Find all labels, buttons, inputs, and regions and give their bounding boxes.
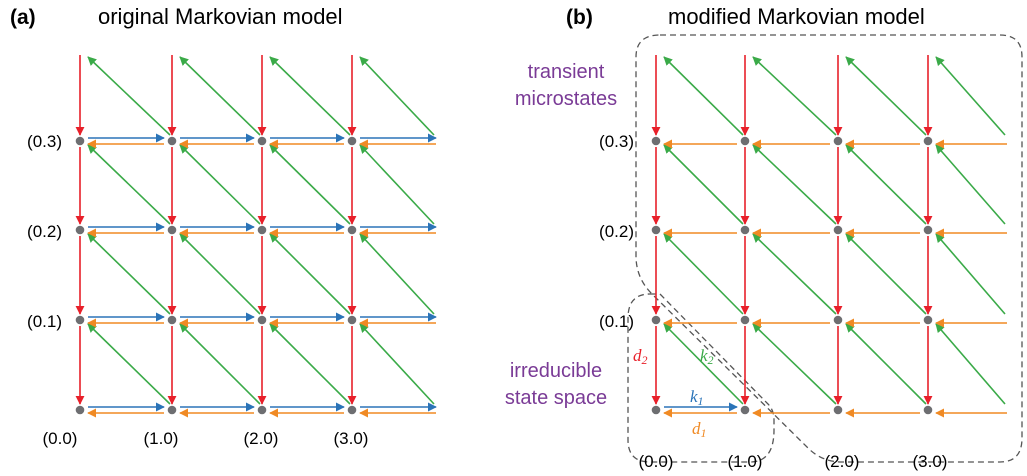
binding-arrow — [269, 144, 351, 225]
state-node — [167, 225, 177, 235]
binding-arrow — [845, 233, 927, 315]
binding-arrow — [663, 56, 744, 136]
binding-arrow — [935, 144, 1006, 225]
state-node — [651, 315, 661, 325]
state-node — [740, 136, 750, 146]
transient-label-line1: transient — [528, 61, 605, 83]
panel-a-label: (a) — [10, 6, 36, 29]
binding-arrow — [179, 56, 261, 136]
binding-arrow — [845, 56, 927, 136]
state-node — [257, 315, 267, 325]
binding-arrow — [87, 56, 171, 136]
state-node — [347, 225, 357, 235]
irreducible-region-border — [627, 293, 775, 463]
irreducible-label-line1: irreducible — [510, 360, 602, 382]
panel-a-title: original Markovian model — [98, 4, 343, 29]
state-node — [923, 225, 933, 235]
binding-arrow — [359, 323, 435, 405]
panel-b-x-label-2: (2.0) — [825, 452, 860, 471]
panel-b-label: (b) — [566, 6, 593, 29]
binding-arrow — [935, 56, 1006, 136]
panel-a-x-label-0: (0.0) — [43, 429, 78, 448]
rate-k2-label: k2 — [700, 346, 714, 367]
binding-arrow — [752, 323, 837, 405]
binding-arrow — [179, 144, 261, 225]
panel-a-nodes — [75, 136, 357, 415]
state-node — [75, 315, 85, 325]
binding-arrow — [87, 323, 171, 405]
binding-arrow — [663, 323, 744, 405]
binding-arrow — [87, 233, 171, 315]
panel-a-x-label-1: (1.0) — [144, 429, 179, 448]
state-node — [347, 315, 357, 325]
binding-arrow — [663, 233, 744, 315]
binding-arrow — [87, 144, 171, 225]
state-node — [347, 136, 357, 146]
state-node — [651, 225, 661, 235]
panel-a-y-label-1: (0.1) — [27, 312, 62, 331]
state-node — [257, 225, 267, 235]
binding-arrow — [359, 233, 435, 315]
state-node — [167, 136, 177, 146]
state-node — [740, 405, 750, 415]
panel-a-x-label-3: (3.0) — [334, 429, 369, 448]
panel-b-x-label-1: (1.0) — [728, 452, 763, 471]
state-node — [257, 405, 267, 415]
rate-d2-label: d2 — [633, 346, 648, 367]
panel-a-y-label-2: (0.2) — [27, 222, 62, 241]
panel-b-x-label-0: (0.0) — [639, 452, 674, 471]
binding-arrow — [663, 144, 744, 225]
state-node — [167, 315, 177, 325]
binding-arrow — [359, 56, 435, 136]
binding-arrow — [935, 233, 1006, 315]
binding-arrow — [269, 233, 351, 315]
panel-b-x-label-3: (3.0) — [913, 452, 948, 471]
rate-k1-label: k1 — [690, 387, 704, 408]
irreducible-label-line2: state space — [505, 387, 607, 409]
panel-b-y-label-2: (0.2) — [599, 222, 634, 241]
binding-arrow — [752, 144, 837, 225]
panel-b-nodes — [651, 136, 933, 415]
state-node — [167, 405, 177, 415]
binding-arrow — [845, 144, 927, 225]
binding-arrow — [179, 323, 261, 405]
binding-arrow — [935, 323, 1006, 405]
state-node — [347, 405, 357, 415]
state-node — [833, 225, 843, 235]
state-node — [740, 225, 750, 235]
state-node — [923, 315, 933, 325]
binding-arrow — [752, 56, 837, 136]
binding-arrow — [269, 56, 351, 136]
binding-arrow — [359, 144, 435, 225]
state-node — [833, 315, 843, 325]
panel-b-title: modified Markovian model — [668, 4, 925, 29]
state-node — [740, 315, 750, 325]
panel-b-arrows — [651, 55, 1007, 418]
state-node — [75, 225, 85, 235]
state-node — [833, 136, 843, 146]
panel-a-y-label-3: (0.3) — [27, 132, 62, 151]
state-node — [75, 136, 85, 146]
state-node — [651, 405, 661, 415]
binding-arrow — [269, 323, 351, 405]
rate-d1-label: d1 — [692, 419, 707, 440]
state-node — [923, 136, 933, 146]
transient-region-border — [635, 34, 1023, 463]
binding-arrow — [752, 233, 837, 315]
panel-b-y-label-1: (0.1) — [599, 312, 634, 331]
state-node — [923, 405, 933, 415]
transient-label-line2: microstates — [515, 88, 617, 110]
panel-b-y-label-3: (0.3) — [599, 132, 634, 151]
state-node — [75, 405, 85, 415]
state-node — [651, 136, 661, 146]
state-node — [257, 136, 267, 146]
binding-arrow — [845, 323, 927, 405]
panel-a-x-label-2: (2.0) — [244, 429, 279, 448]
panel-a-arrows — [75, 55, 437, 418]
state-node — [833, 405, 843, 415]
binding-arrow — [179, 233, 261, 315]
